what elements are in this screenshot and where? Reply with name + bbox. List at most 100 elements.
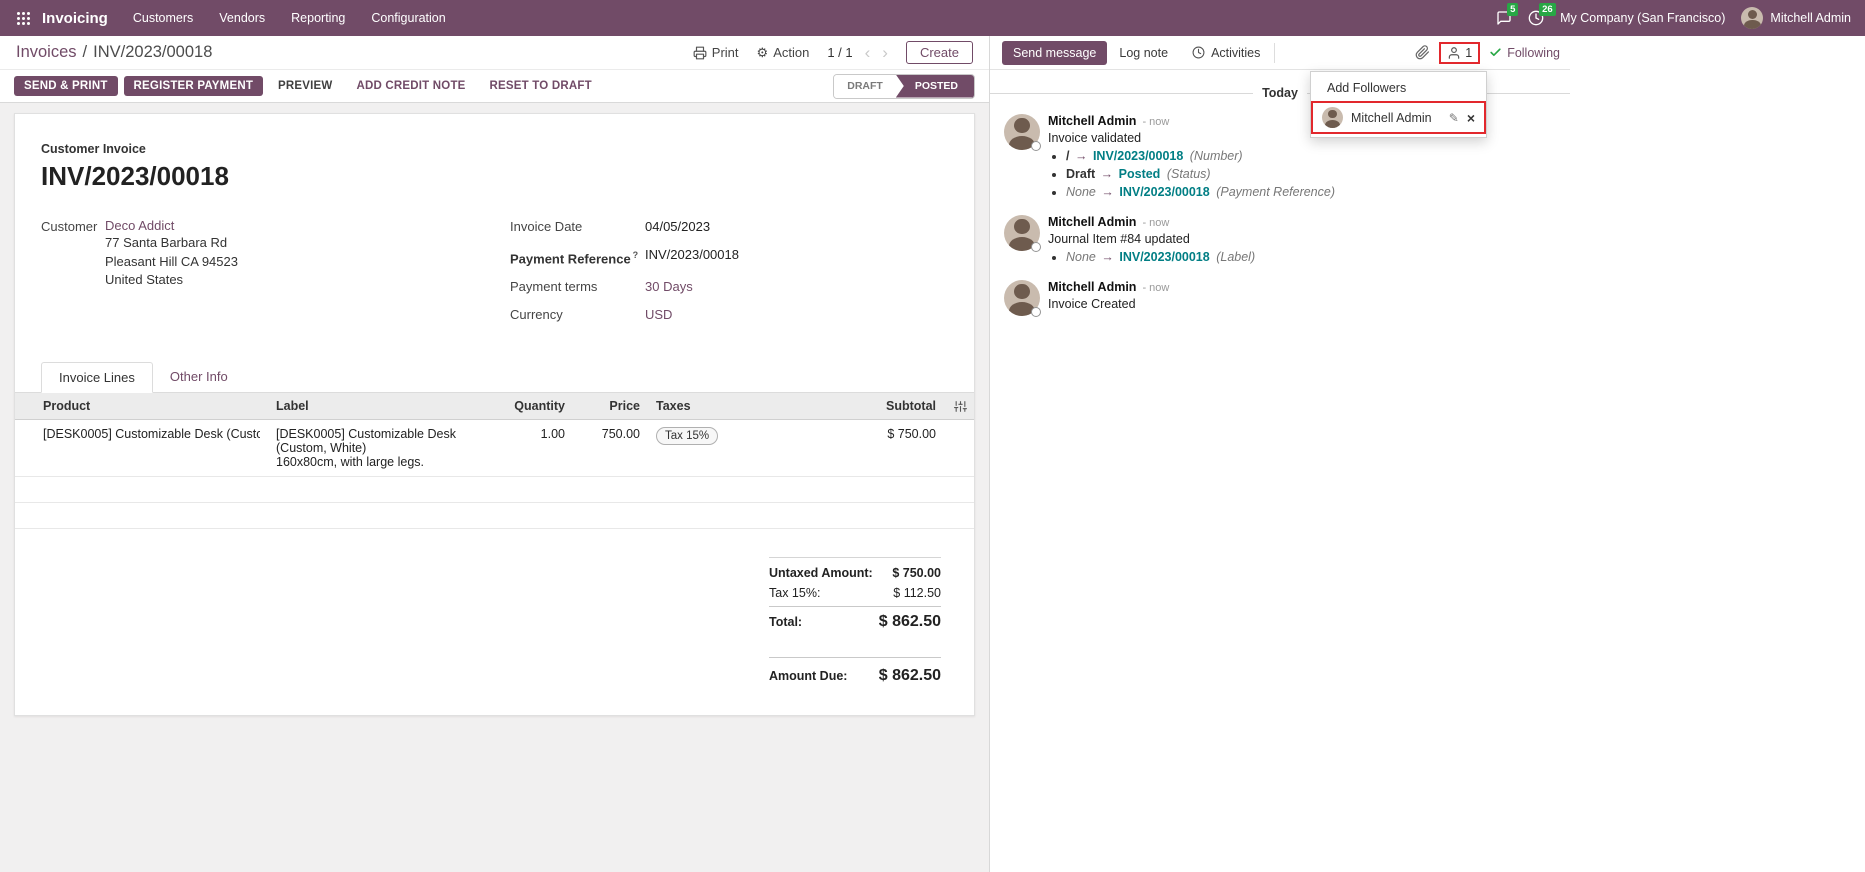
messages-menu-button[interactable]: 5: [1496, 3, 1519, 26]
optional-columns-button[interactable]: [944, 393, 974, 421]
company-switcher[interactable]: My Company (San Francisco): [1560, 11, 1726, 25]
untaxed-amount-value: $ 750.00: [892, 566, 941, 581]
message-time: - now: [1142, 282, 1170, 294]
send-message-button[interactable]: Send message: [1002, 40, 1108, 65]
send-print-button[interactable]: SEND & PRINT: [14, 76, 118, 96]
tracking-old-value: /: [1066, 149, 1070, 163]
register-payment-button[interactable]: REGISTER PAYMENT: [123, 76, 264, 96]
amount-due-label: Amount Due:: [769, 669, 848, 684]
tracking-field-name: (Status): [1166, 167, 1211, 181]
payment-reference-value[interactable]: INV/2023/00018: [645, 247, 739, 262]
preview-button[interactable]: PREVIEW: [269, 76, 341, 96]
help-icon: ?: [632, 250, 639, 260]
col-price[interactable]: Price: [573, 393, 648, 421]
create-button[interactable]: Create: [905, 41, 973, 64]
apps-menu-button[interactable]: [8, 0, 38, 36]
breadcrumb-separator: /: [82, 43, 88, 61]
message-body: Invoice Created: [1048, 297, 1136, 311]
state-widget: DRAFT POSTED: [833, 73, 975, 99]
col-subtotal[interactable]: Subtotal: [778, 393, 944, 421]
menu-vendors[interactable]: Vendors: [219, 11, 266, 25]
message-avatar: [1004, 215, 1041, 252]
follower-name: Mitchell Admin: [1351, 110, 1432, 125]
close-icon[interactable]: ×: [1466, 109, 1475, 126]
followers-button[interactable]: 1: [1439, 41, 1481, 64]
log-note-button[interactable]: Log note: [1107, 41, 1180, 65]
tab-invoice-lines[interactable]: Invoice Lines: [41, 362, 153, 394]
statusbar: SEND & PRINT REGISTER PAYMENT PREVIEW AD…: [0, 70, 989, 103]
state-posted-active[interactable]: POSTED: [895, 74, 974, 98]
line-label[interactable]: [DESK0005] Customizable Desk (Custom, Wh…: [276, 427, 456, 456]
empty-line-row: [15, 476, 974, 504]
pencil-icon[interactable]: ✎: [1448, 110, 1459, 125]
followers-icon: [1448, 46, 1460, 59]
line-subtotal: $ 750.00: [778, 419, 944, 478]
arrow-right-icon: →: [1101, 185, 1114, 199]
col-label[interactable]: Label: [268, 393, 483, 421]
col-taxes[interactable]: Taxes: [648, 393, 778, 421]
col-quantity[interactable]: Quantity: [483, 393, 573, 421]
breadcrumb-invoices-link[interactable]: Invoices: [16, 43, 77, 61]
currency-value[interactable]: USD: [645, 307, 673, 323]
invoice-date-value[interactable]: 04/05/2023: [645, 219, 711, 234]
tracking-new-value[interactable]: INV/2023/00018: [1119, 185, 1210, 199]
following-label: Following: [1507, 45, 1560, 60]
check-icon: [1489, 46, 1502, 59]
app-name[interactable]: Invoicing: [42, 9, 108, 27]
document-type-label: Customer Invoice: [41, 142, 146, 156]
chevron-left-icon[interactable]: ‹: [864, 43, 871, 62]
chatter-message: Mitchell Admin - now Invoice Created: [990, 272, 1570, 322]
state-draft[interactable]: DRAFT: [834, 74, 896, 98]
menu-configuration[interactable]: Configuration: [371, 11, 446, 25]
print-button[interactable]: Print: [693, 45, 739, 60]
tracking-field-name: (Number): [1189, 149, 1243, 163]
add-followers-item[interactable]: Add Followers: [1327, 81, 1407, 95]
table-header-row: Product Label Quantity Price Taxes Subto…: [15, 393, 974, 421]
tracking-new-value[interactable]: INV/2023/00018: [1092, 149, 1184, 163]
action-button[interactable]: ⚙ Action: [757, 45, 810, 60]
activities-badge: 26: [1539, 3, 1556, 17]
add-credit-note-button[interactable]: ADD CREDIT NOTE: [347, 76, 474, 96]
attachments-button[interactable]: [1415, 45, 1430, 60]
payment-terms-value[interactable]: 30 Days: [645, 279, 693, 295]
col-product[interactable]: Product: [15, 393, 268, 421]
message-avatar: [1004, 280, 1041, 317]
total-value: $ 862.50: [878, 613, 941, 631]
tracking-old-value: None: [1066, 250, 1096, 264]
activities-button[interactable]: Activities: [1180, 41, 1272, 65]
reset-to-draft-button[interactable]: RESET TO DRAFT: [481, 76, 601, 96]
amount-due-value: $ 862.50: [878, 667, 941, 685]
chatter-topbar: Send message Log note Activities 1: [990, 36, 1570, 70]
message-author[interactable]: Mitchell Admin: [1048, 215, 1137, 229]
line-quantity[interactable]: 1.00: [483, 419, 573, 478]
tracking-new-value[interactable]: INV/2023/00018: [1119, 250, 1210, 264]
menu-customers[interactable]: Customers: [132, 11, 194, 25]
activities-menu-button[interactable]: 26: [1528, 3, 1556, 26]
message-body: Journal Item #84 updated: [1048, 232, 1190, 246]
arrow-right-icon: →: [1100, 167, 1114, 181]
customer-link[interactable]: Deco Addict: [105, 218, 175, 233]
message-author[interactable]: Mitchell Admin: [1048, 280, 1137, 294]
total-label: Total:: [769, 615, 803, 630]
invoice-line-row[interactable]: [DESK0005] Customizable Desk (Custom,… […: [15, 419, 974, 478]
message-author[interactable]: Mitchell Admin: [1048, 114, 1137, 128]
empty-line-row: [15, 502, 974, 530]
chatter-panel: Send message Log note Activities 1: [990, 36, 1570, 872]
untaxed-amount-label: Untaxed Amount:: [769, 566, 873, 581]
chatter-message: Mitchell Admin - now Journal Item #84 up…: [990, 207, 1570, 272]
tracking-new-value: Posted: [1118, 167, 1161, 181]
following-button[interactable]: Following: [1489, 46, 1560, 60]
follower-row[interactable]: Mitchell Admin ✎ ×: [1311, 101, 1486, 134]
line-description: 160x80cm, with large legs.: [276, 455, 424, 470]
user-menu[interactable]: Mitchell Admin: [1741, 7, 1851, 29]
tracking-field-name: (Payment Reference): [1216, 185, 1336, 199]
line-tax-badge[interactable]: Tax 15%: [656, 427, 719, 446]
line-product[interactable]: [DESK0005] Customizable Desk (Custom,…: [43, 427, 260, 442]
im-status-icon: [1031, 141, 1041, 151]
menu-reporting[interactable]: Reporting: [291, 11, 346, 25]
line-price[interactable]: 750.00: [573, 419, 648, 478]
message-time: - now: [1142, 217, 1170, 229]
tab-other-info[interactable]: Other Info: [169, 369, 228, 385]
follower-avatar: [1322, 107, 1343, 128]
chevron-right-icon[interactable]: ›: [882, 43, 888, 62]
